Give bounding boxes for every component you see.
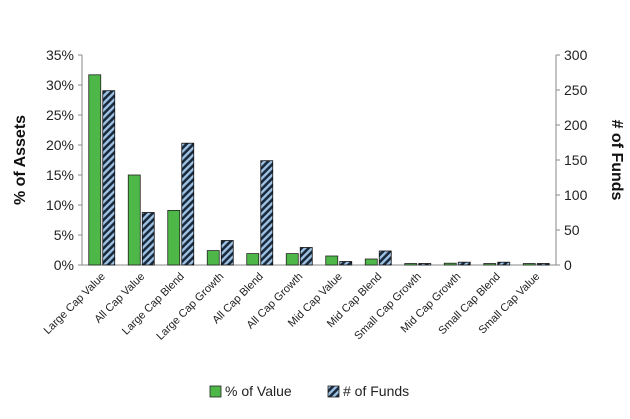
y2-axis-title: # of Funds [608,120,625,201]
y-tick-label: 5% [54,227,74,243]
legend-label-value: % of Value [225,383,292,399]
category-label: Large Cap Value [42,271,108,337]
bar-funds-0 [102,90,116,266]
bar-value-9 [443,262,457,266]
bar-value-6 [325,255,339,266]
bar-funds-5 [299,247,313,266]
legend-label-funds: # of Funds [343,383,409,399]
bar-funds-9 [457,261,471,266]
y-tick-label: 15% [46,167,74,183]
y2-tick-label: 0 [564,257,572,273]
legend-swatch-value [209,385,222,398]
bar-value-7 [364,258,378,266]
bar-value-0 [88,74,102,266]
bar-value-1 [127,174,141,266]
bars [88,74,550,266]
bar-funds-2 [181,142,195,266]
bar-value-10 [483,263,497,266]
bar-value-8 [404,263,418,266]
bar-funds-4 [260,160,274,266]
bar-value-2 [167,209,181,266]
y-tick-label: 25% [46,107,74,123]
y-tick-label: 35% [46,47,74,63]
bar-funds-1 [141,212,155,266]
legend: % of Value # of Funds [209,383,409,399]
bar-funds-3 [220,240,234,266]
y-tick-label: 20% [46,137,74,153]
legend-swatch-funds [327,385,340,398]
y2-tick-label: 200 [564,117,588,133]
y2-tick-label: 100 [564,187,588,203]
y-axis-title: % of Assets [12,115,29,205]
bar-funds-10 [497,261,511,266]
bar-funds-7 [378,250,392,266]
bar-value-11 [522,263,536,266]
bar-value-5 [285,253,299,266]
y-tick-label: 30% [46,77,74,93]
bar-funds-11 [536,263,550,266]
bar-value-4 [246,253,260,266]
bar-funds-8 [418,263,432,266]
ticks: 0% 5% 10% 15% 20% 25% 30% 35% 0 50 100 150 200 250 300 [46,47,588,273]
y2-tick-label: 150 [564,152,588,168]
y-tick-label: 10% [46,197,74,213]
y2-tick-label: 250 [564,82,588,98]
bar-funds-6 [339,261,353,266]
category-label: Large Cap Growth [154,271,226,343]
y2-tick-label: 300 [564,47,588,63]
category-label: Small Cap Growth [352,271,424,343]
bar-value-3 [206,250,220,266]
y-tick-label: 0% [54,257,74,273]
y2-tick-label: 50 [564,222,580,238]
